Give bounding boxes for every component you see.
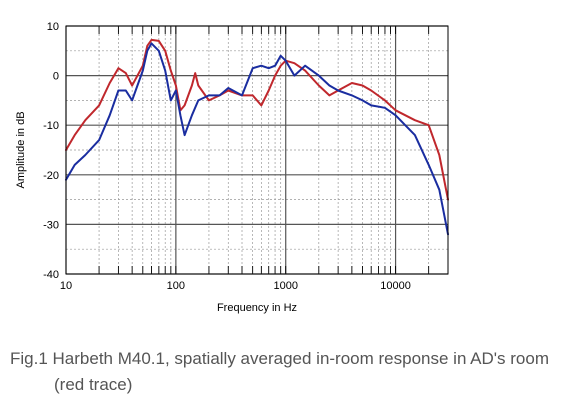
y-tick-label: 10 [47,21,59,33]
y-tick-label: -40 [43,269,59,281]
series-layer [65,38,449,236]
y-tick-label: 0 [53,71,59,83]
x-tick-label: 1000 [273,280,297,292]
y-tick-label: -10 [43,120,59,132]
figure-caption: Fig.1 Harbeth M40.1, spatially averaged … [10,346,580,398]
caption-line-1: Fig.1 Harbeth M40.1, spatially averaged … [10,349,550,368]
y-tick-label: -30 [43,219,59,231]
frequency-response-chart: 100-10-20-30-40 10 100 1000 10000 Frequency… [15,21,449,314]
y-tick-labels: 10 0 -10 -20 -30 -40 [43,21,59,281]
x-tick-labels: 10 100 1000 10000 [60,280,411,292]
series-line-blue [65,42,449,236]
plot-frame [65,25,449,275]
caption-line-2: (red trace) [54,375,133,394]
y-axis-title: Amplitude in dB [15,111,27,188]
x-tick-label: 10 [60,280,72,292]
x-axis-title: Frequency in Hz [217,302,297,314]
y-tick-label: -20 [43,170,59,182]
x-tick-label: 10000 [380,280,411,292]
minor-grid [66,26,449,274]
x-tick-label: 100 [167,280,185,292]
